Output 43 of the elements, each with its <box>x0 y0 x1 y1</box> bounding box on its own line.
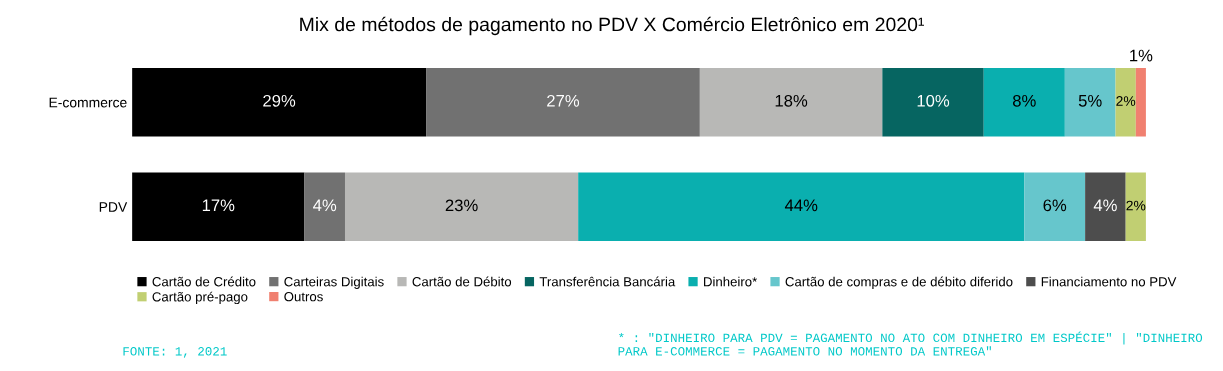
data-label: 2% <box>1116 96 1136 106</box>
bar <box>304 172 345 242</box>
bar <box>1125 172 1146 242</box>
bar <box>132 172 305 242</box>
data-label: 4% <box>313 199 337 212</box>
data-label: 29% <box>263 94 296 107</box>
bar <box>345 172 579 242</box>
legend-label: Cartão pré-pago <box>152 291 248 305</box>
legend-label: Cartão de Crédito <box>152 276 256 287</box>
bar <box>1115 67 1136 137</box>
text: * : "DINHEIRO PARA PDV = PAGAMENTO NO ATO COM DINHEIRO EM ESPÉCIE" | "DINHEIRO PARA E-COMMERCE = PAGAMENTO NO MOMENTO DA ENTREGA" <box>618 331 1203 356</box>
data-label: 17% <box>202 199 235 212</box>
data-label: 1% <box>1130 49 1153 62</box>
legend-label: Cartão de Débito <box>412 276 512 287</box>
legend-label: Financiamento no PDV <box>1041 276 1177 287</box>
data-label: 27% <box>547 94 580 107</box>
bar <box>1085 172 1126 242</box>
bar <box>882 67 984 137</box>
bar <box>1024 172 1086 242</box>
bar <box>578 172 1025 242</box>
data-label: 44% <box>784 199 818 212</box>
bar <box>699 67 883 137</box>
legend-label: Cartão de compras e de débito diferido <box>785 276 1013 290</box>
legend-label: Dinheiro* <box>704 276 758 287</box>
legend-label: Transferência Bancária <box>539 276 676 287</box>
data-label: 4% <box>1093 199 1117 212</box>
data-label: 18% <box>775 94 808 107</box>
legend-label: Outros <box>284 291 323 302</box>
data-label: 10% <box>917 94 950 107</box>
bar <box>983 67 1065 137</box>
bar <box>426 67 700 137</box>
data-label: 5% <box>1078 94 1102 107</box>
chart-title: Mix de métodos de pagamento no PDV X Comércio Eletrônico em 2020¹ <box>300 16 924 36</box>
y-tick-label: E-commerce <box>49 97 127 108</box>
data-label: 23% <box>445 199 478 212</box>
y-tick-label: PDV <box>99 202 128 212</box>
data-label: 8% <box>1012 94 1036 107</box>
bar <box>132 67 427 137</box>
bar <box>1064 67 1116 137</box>
legend-label: Carteiras Digitais <box>284 276 384 290</box>
source-note: FONTE: 1, 2021 <box>123 347 227 358</box>
data-label: 6% <box>1043 199 1067 212</box>
data-label: 2% <box>1126 200 1146 211</box>
